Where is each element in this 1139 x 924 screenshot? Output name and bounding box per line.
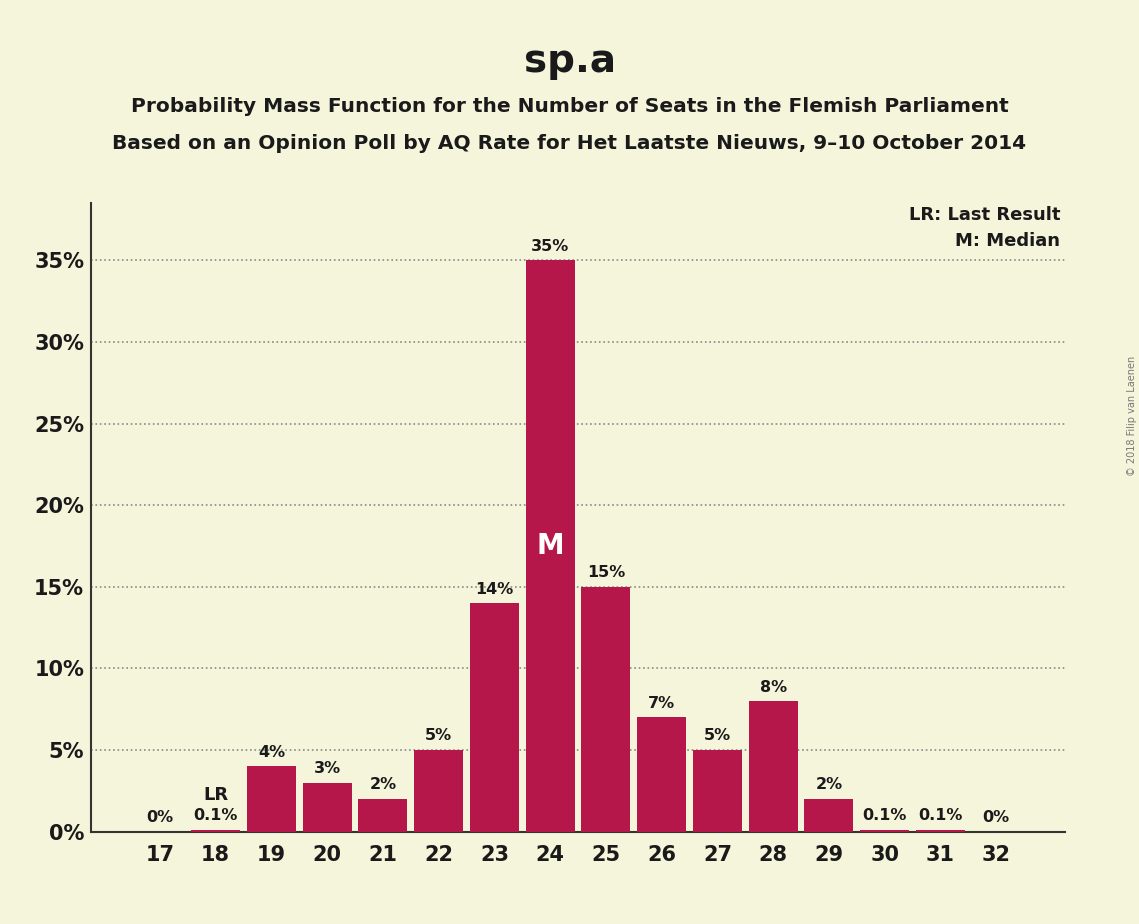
- Bar: [191, 830, 240, 832]
- Text: Based on an Opinion Poll by AQ Rate for Het Laatste Nieuws, 9–10 October 2014: Based on an Opinion Poll by AQ Rate for …: [113, 134, 1026, 153]
- Bar: [247, 766, 296, 832]
- Bar: [637, 717, 686, 832]
- Bar: [525, 261, 575, 832]
- Text: 0%: 0%: [146, 810, 173, 825]
- Text: LR: LR: [203, 785, 228, 804]
- Text: 0.1%: 0.1%: [918, 808, 962, 823]
- Text: © 2018 Filip van Laenen: © 2018 Filip van Laenen: [1126, 356, 1137, 476]
- Text: 0.1%: 0.1%: [862, 808, 907, 823]
- Text: 3%: 3%: [313, 761, 341, 776]
- Bar: [804, 799, 853, 832]
- Text: 35%: 35%: [531, 239, 570, 254]
- Text: Probability Mass Function for the Number of Seats in the Flemish Parliament: Probability Mass Function for the Number…: [131, 97, 1008, 116]
- Bar: [916, 830, 965, 832]
- Text: sp.a: sp.a: [524, 42, 615, 79]
- Text: 2%: 2%: [816, 777, 843, 793]
- Text: 2%: 2%: [369, 777, 396, 793]
- Text: M: M: [536, 532, 564, 560]
- Text: 5%: 5%: [425, 728, 452, 744]
- Text: M: Median: M: Median: [956, 232, 1060, 249]
- Bar: [748, 701, 797, 832]
- Bar: [415, 750, 464, 832]
- Bar: [359, 799, 408, 832]
- Text: 0.1%: 0.1%: [194, 808, 238, 823]
- Text: 14%: 14%: [475, 581, 514, 597]
- Bar: [581, 587, 631, 832]
- Bar: [470, 603, 519, 832]
- Text: 0%: 0%: [983, 810, 1010, 825]
- Text: 5%: 5%: [704, 728, 731, 744]
- Text: LR: Last Result: LR: Last Result: [909, 206, 1060, 225]
- Text: 15%: 15%: [587, 565, 625, 580]
- Bar: [303, 783, 352, 832]
- Text: 4%: 4%: [257, 745, 285, 760]
- Bar: [693, 750, 741, 832]
- Text: 8%: 8%: [760, 679, 787, 695]
- Text: 7%: 7%: [648, 696, 675, 711]
- Bar: [860, 830, 909, 832]
